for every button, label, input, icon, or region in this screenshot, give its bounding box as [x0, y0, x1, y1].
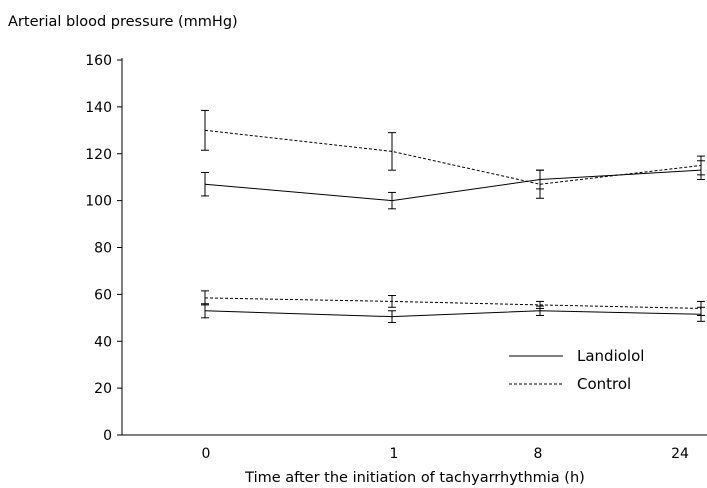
series-landiolol-diastolic [201, 303, 705, 323]
legend-item-landiolol: Landiolol [509, 347, 644, 365]
error-bar [697, 155, 705, 176]
x-axis-ticks: 0 1 8 24 [202, 446, 689, 462]
series-layer [201, 109, 705, 323]
plot-area: 0 20 40 60 80 100 120 140 160 0 1 8 24 [85, 53, 707, 462]
series-line [204, 169, 702, 202]
legend-label-control: Control [577, 375, 631, 393]
error-bar [388, 310, 396, 323]
error-bar [697, 300, 705, 316]
x-tick-label: 1 [390, 446, 399, 462]
series-control-systolic [201, 109, 705, 199]
series-line [204, 310, 702, 318]
legend-label-landiolol: Landiolol [577, 347, 644, 365]
legend: Landiolol Control [509, 347, 644, 393]
error-bar [201, 290, 209, 306]
y-tick-label: 140 [85, 100, 112, 116]
series-line [204, 297, 702, 309]
series-line [204, 129, 702, 185]
y-tick-label: 160 [85, 53, 112, 69]
x-axis-title: Time after the initiation of tachyarrhyt… [244, 470, 585, 486]
error-bar [201, 172, 209, 197]
error-bar [536, 300, 544, 309]
y-tick-label: 60 [94, 287, 112, 303]
error-bar [388, 295, 396, 308]
legend-item-control: Control [509, 375, 631, 393]
x-tick-label: 0 [202, 446, 211, 462]
x-tick-label: 24 [671, 446, 689, 462]
error-bar [388, 191, 396, 210]
y-axis-ticks: 0 20 40 60 80 100 120 140 160 [85, 53, 122, 444]
y-tick-label: 0 [103, 428, 112, 444]
y-tick-label: 80 [94, 241, 112, 257]
error-bar [536, 169, 544, 199]
error-bar [201, 109, 209, 151]
y-axis-title: Arterial blood pressure (mmHg) [8, 14, 238, 30]
y-tick-label: 20 [94, 381, 112, 397]
y-tick-label: 100 [85, 194, 112, 210]
y-tick-label: 120 [85, 147, 112, 163]
x-tick-label: 8 [534, 446, 543, 462]
series-control-diastolic [201, 290, 705, 316]
series-landiolol-systolic [201, 160, 705, 210]
y-tick-label: 40 [94, 334, 112, 350]
error-bar [388, 132, 396, 171]
